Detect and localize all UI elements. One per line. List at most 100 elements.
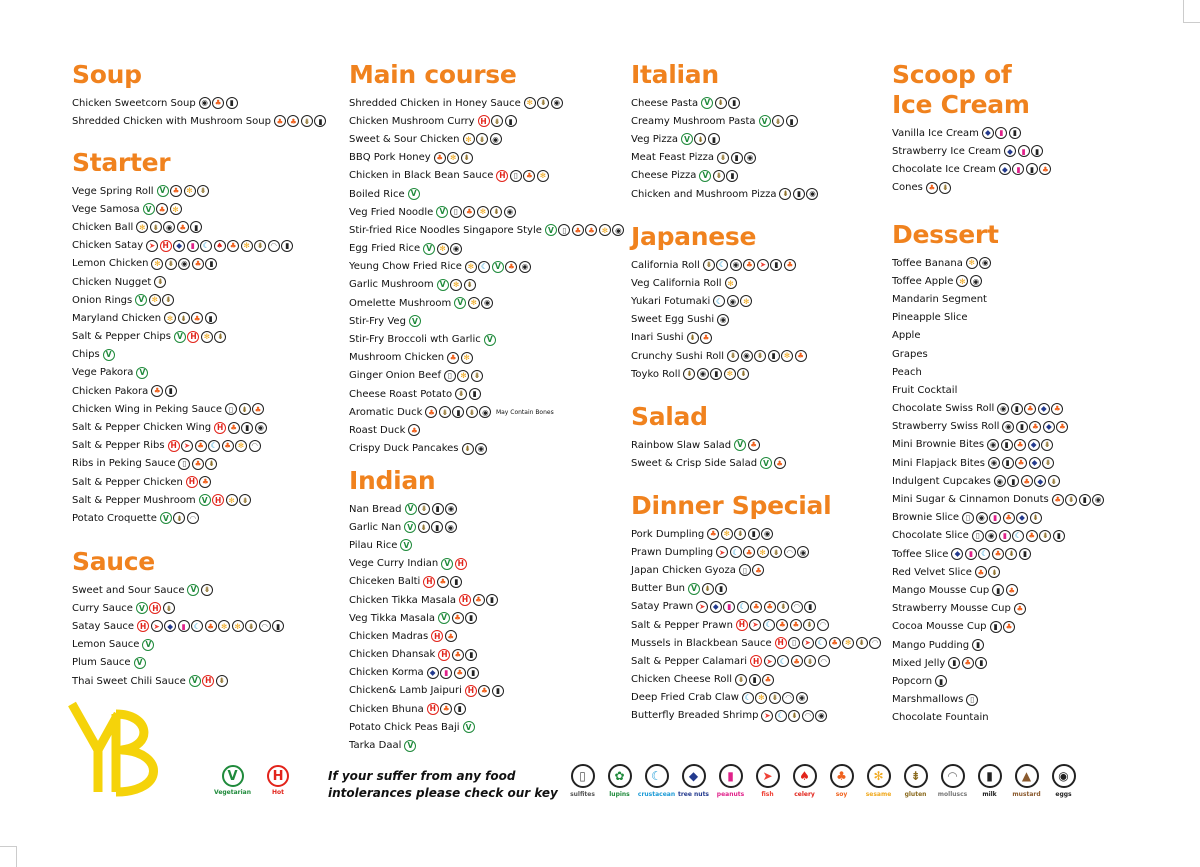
- sulfites-icon: ▯: [509, 169, 522, 182]
- h-icon: H: [212, 494, 225, 507]
- item-list: Shredded Chicken in Honey Sauce ✻ ⇟ ◉ Chicke…: [349, 94, 626, 458]
- milk-icon: ▮: [504, 115, 517, 128]
- soy-icon: ♣: [191, 457, 204, 470]
- v-icon: V: [436, 278, 449, 291]
- menu-item-name: Chicken Cheese Roll: [631, 674, 733, 686]
- milk-icon: ▮: [747, 528, 760, 541]
- eggs-icon: ◉: [744, 151, 757, 164]
- key-label: soy: [835, 791, 848, 798]
- sulfites-icon: ▯: [966, 693, 979, 706]
- sesame-icon: ✻: [781, 350, 794, 363]
- menu-item: Mandarin Segment: [892, 290, 1106, 308]
- milk-icon: ▮: [205, 257, 218, 270]
- milk-icon: ▮: [1001, 457, 1014, 470]
- section-title: Starter: [72, 148, 171, 177]
- milk-icon: ▮: [1078, 493, 1091, 506]
- sesame-icon: ✻: [740, 295, 753, 308]
- h-icon: H: [185, 476, 198, 489]
- brand-logo: [68, 701, 158, 797]
- menu-item: Chocolate Fountain: [892, 709, 1106, 727]
- menu-item-name: Chicken Madras: [349, 630, 429, 642]
- soy-icon: ♣: [1013, 602, 1026, 615]
- h-icon: H: [774, 637, 787, 650]
- section-title: Indian: [349, 466, 436, 495]
- menu-item-name: Satay Prawn: [631, 601, 694, 613]
- soy-icon: ♣: [571, 224, 584, 237]
- fish-icon: ➤: [181, 439, 194, 452]
- menu-item: Deep Fried Crab Claw ☾ ✻ ⇟ ◠ ◉: [631, 689, 883, 707]
- key-entry: ◠ molluscs: [934, 764, 971, 798]
- menu-item-name: Japan Chicken Gyoza: [631, 564, 736, 576]
- soy-icon: ♣: [763, 600, 776, 613]
- key-label: sulfites: [570, 791, 595, 798]
- milk-icon: ▮: [491, 684, 504, 697]
- menu-item: Lemon Chicken ✻ ⇟ ◉ ♣ ▮: [72, 255, 295, 273]
- v-icon: V: [688, 582, 701, 595]
- menu-item-name: Chicken and Mushroom Pizza: [631, 188, 777, 200]
- menu-item: California Roll ⇟ ☾ ◉ ♣ ➤ ▮ ♣: [631, 256, 808, 274]
- menu-item: Veg Pizza V ⇟ ▮: [631, 130, 820, 148]
- menu-item: Sweet and Sour Sauce V ⇟: [72, 581, 286, 599]
- key-label: tree nuts: [677, 791, 710, 798]
- allergen-key: ▯ sulfites ✿ lupins ☾ crustacean ◆ tree nuts ▮ pe…: [564, 764, 1082, 798]
- menu-item: Inari Sushi ⇟ ♣: [631, 329, 808, 347]
- treenuts-icon: ◆: [1034, 475, 1047, 488]
- menu-section: Starter Vege Spring Roll V ♣ ✻ ⇟ Vege Samosa V ♣…: [72, 148, 295, 528]
- peanuts-icon: ▮: [964, 548, 977, 561]
- molluscs-icon: ◠: [869, 637, 882, 650]
- sesame-icon: ✻: [956, 275, 969, 288]
- gluten-icon: ⇟: [754, 350, 767, 363]
- menu-item: Chicken Korma ◆ ▮ ♣ ▮: [349, 664, 505, 682]
- crustacean-icon: ☾: [741, 691, 754, 704]
- menu-item-name: Rainbow Slaw Salad: [631, 439, 732, 451]
- milk-icon: ▮: [792, 188, 805, 201]
- peanuts-icon: ▮: [989, 511, 1002, 524]
- menu-item-name: Crispy Duck Pancakes: [349, 443, 459, 455]
- eggs-icon: ◉: [198, 97, 211, 110]
- milk-icon: ▮: [453, 703, 466, 716]
- eggs-icon: ◉: [806, 188, 819, 201]
- eggs-icon: ◉: [729, 259, 742, 272]
- menu-item: Toffee Slice ◆ ▮ ☾ ♣ ⇟ ▮: [892, 545, 1106, 563]
- section-title: Sauce: [72, 547, 155, 576]
- section-title: Italian: [631, 60, 719, 89]
- menu-item-name: Egg Fried Rice: [349, 243, 421, 255]
- soy-icon: ♣: [440, 703, 453, 716]
- menu-item: Chicken Bhuna H ♣ ▮: [349, 700, 505, 718]
- key-entry: ➤ fish: [749, 764, 786, 798]
- allergy-warning: If your suffer from any food intolerance…: [328, 768, 558, 802]
- menu-item: Marshmallows ▯: [892, 691, 1106, 709]
- menu-item-name: Chicken& Lamb Jaipuri: [349, 685, 462, 697]
- h-icon: H: [477, 115, 490, 128]
- crustacean-icon: ☾: [200, 239, 213, 252]
- key-label: molluscs: [937, 791, 968, 798]
- milk-icon: ▮: [486, 594, 498, 607]
- gluten-icon: ⇟: [694, 133, 707, 146]
- gluten-icon: ⇟: [200, 584, 213, 597]
- sulfites-icon: ▯: [178, 457, 191, 470]
- gluten-icon: ⇟: [1065, 493, 1078, 506]
- v-icon: V: [173, 330, 186, 343]
- fish-icon: ➤: [749, 619, 762, 632]
- h-icon: H: [464, 684, 477, 697]
- menu-item-name: Chocolate Swiss Roll: [892, 403, 995, 415]
- menu-item-name: Strawberry Mousse Cup: [892, 603, 1011, 615]
- fish-icon: ➤: [763, 655, 776, 668]
- menu-item: Chicken Madras H ♣: [349, 627, 505, 645]
- menu-item: Chicken Mushroom Curry H ⇟ ▮: [349, 112, 626, 130]
- peanuts-icon: ▮: [995, 127, 1008, 140]
- molluscs-icon: ◠: [801, 709, 814, 722]
- molluscs-icon: ◠: [782, 691, 795, 704]
- gluten-icon: ⇟: [238, 403, 251, 416]
- v-icon: V: [404, 503, 417, 516]
- menu-item-name: Chicken Pakora: [72, 385, 149, 397]
- v-icon: V: [400, 539, 413, 552]
- sesame-icon: ✻: [536, 169, 549, 182]
- item-list: Rainbow Slaw Salad V ♣ Sweet & Crisp Side S…: [631, 436, 787, 472]
- gluten-icon: ⇟: [300, 115, 313, 128]
- menu-item: Chicken Pakora ♣ ▮: [72, 382, 295, 400]
- menu-item: Yeung Chow Fried Rice ✻ ☾ V ♣ ◉: [349, 258, 626, 276]
- menu-item: Mini Brownie Bites ◉ ▮ ♣ ◆ ⇟: [892, 436, 1106, 454]
- eggs-icon: ◉: [481, 297, 494, 310]
- v-icon: V: [491, 260, 504, 273]
